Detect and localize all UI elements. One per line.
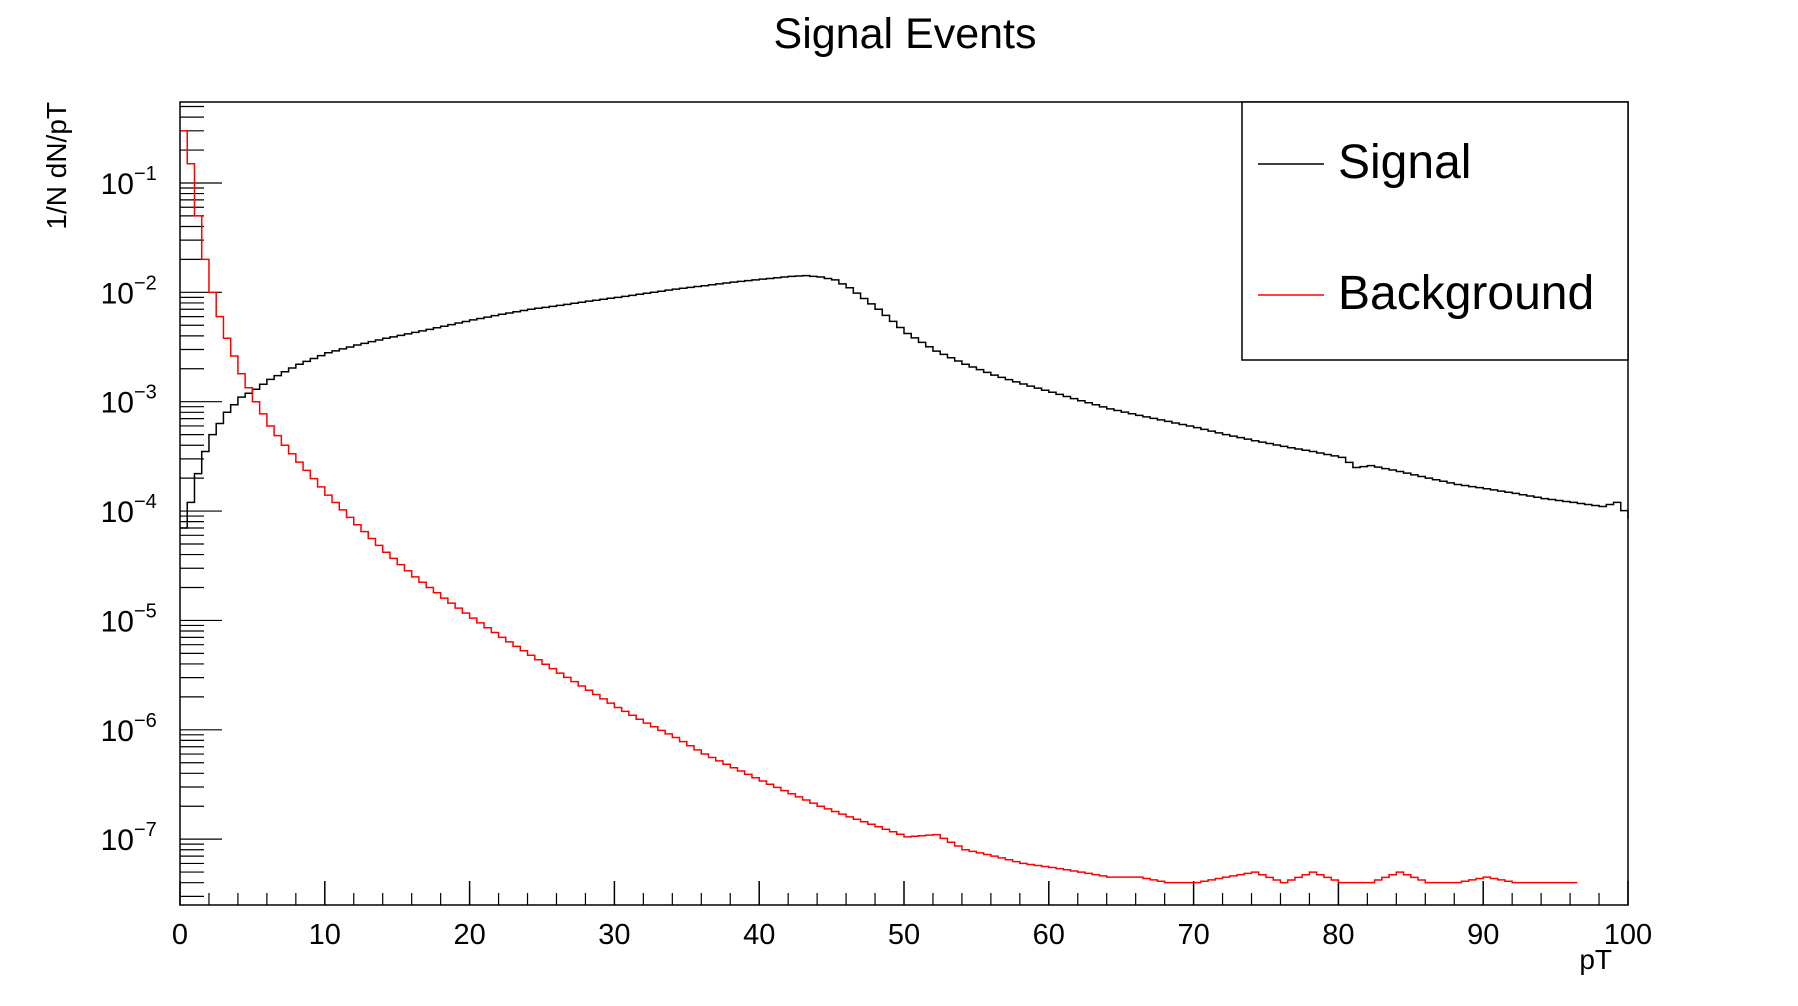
series-layer [180,130,1629,884]
x-tick-label: 0 [172,919,188,951]
y-tick-base: 10 [101,496,134,529]
y-tick-base: 10 [101,277,134,310]
x-tick-label: 20 [453,919,485,951]
x-tick-label: 60 [1033,919,1065,951]
x-tick-label: 50 [888,919,920,951]
y-tick-base: 10 [101,824,134,857]
x-tick-label: 100 [1604,919,1652,951]
x-tick-label: 70 [1177,919,1209,951]
legend: Signal Background [1241,101,1629,361]
x-axis-title: pT [1579,944,1612,975]
series-line-background [180,130,1578,884]
x-tick-label: 80 [1322,919,1354,951]
axes: 0 10 20 30 40 50 60 70 80 90 10010−110−210−310−410… [101,105,1652,951]
y-tick-exponent: −3 [134,382,157,404]
y-tick-exponent: −6 [134,710,157,732]
y-tick-label: 10 −5 [101,600,157,638]
y-tick-base: 10 [101,715,134,748]
legend-label-background: Background [1338,267,1594,320]
y-tick-base: 10 [101,168,134,201]
y-tick-label: 10 −1 [101,163,157,201]
series-line-signal [180,274,1629,529]
legend-label-signal: Signal [1338,136,1471,189]
y-tick-label: 10 −6 [101,710,157,748]
legend-box [1241,101,1629,361]
y-tick-label: 10 −4 [101,491,157,529]
y-tick-exponent: −2 [134,272,157,294]
x-tick-label: 40 [743,919,775,951]
y-axis-title: 1/N dN/pT [41,102,72,230]
y-tick-label: 10 −7 [101,819,157,857]
x-tick-label: 30 [598,919,630,951]
y-tick-label: 10 −2 [101,272,157,310]
y-tick-base: 10 [101,387,134,420]
y-tick-exponent: −5 [134,600,157,622]
y-tick-label: 10 −3 [101,382,157,420]
x-tick-label: 10 [309,919,341,951]
chart-title: Signal Events [774,10,1037,58]
y-tick-exponent: −1 [134,163,157,185]
y-tick-exponent: −4 [134,491,157,513]
y-tick-exponent: −7 [134,819,157,841]
x-tick-label: 90 [1467,919,1499,951]
plot-frame [179,101,1629,906]
y-tick-base: 10 [101,605,134,638]
